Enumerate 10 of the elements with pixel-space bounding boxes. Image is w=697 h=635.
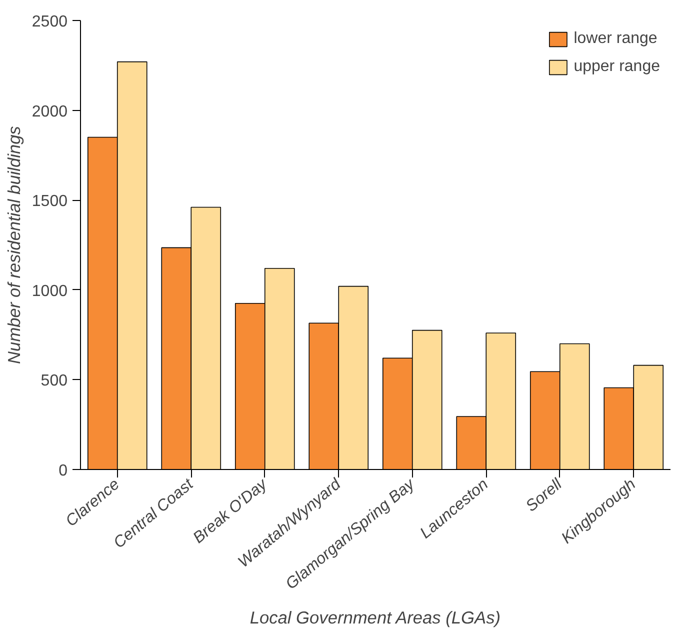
x-axis-title: Local Government Areas (LGAs) (250, 608, 501, 628)
y-tick-label: 2500 (32, 14, 68, 30)
y-tick-label: 2000 (32, 103, 68, 120)
legend-label: lower range (574, 30, 658, 48)
y-tick-label: 0 (58, 462, 68, 480)
legend-label: upper range (574, 58, 660, 76)
y-axis-title: Number of residential buildings (4, 126, 24, 364)
y-tick-label: 1500 (32, 193, 68, 210)
y-tick-label: 500 (40, 372, 68, 390)
y-tick-label: 1000 (32, 282, 68, 300)
